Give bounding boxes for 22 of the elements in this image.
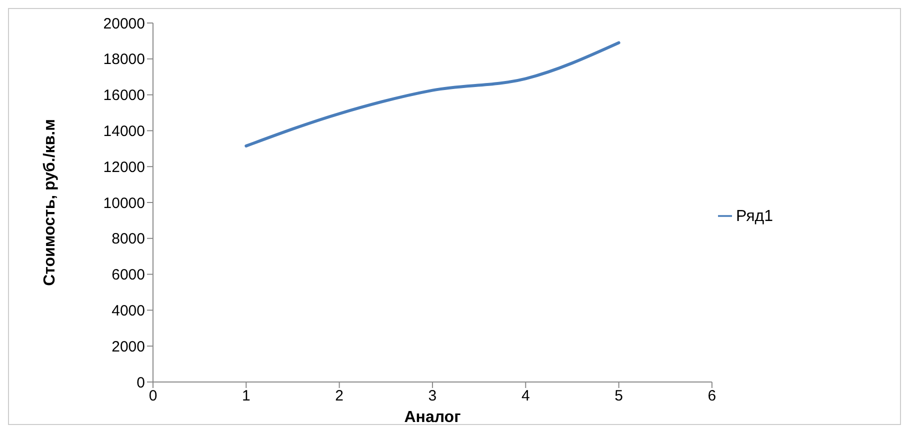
y-tick-label: 8000: [112, 230, 145, 248]
line-series: [244, 41, 620, 148]
y-tick-label: 10000: [103, 194, 145, 212]
y-tick-label: 6000: [112, 266, 145, 284]
y-tick-label: 18000: [103, 51, 145, 68]
y-tick-label: 12000: [103, 158, 145, 176]
x-tick-label: 5: [614, 388, 623, 405]
x-tick-label: 6: [708, 388, 716, 405]
y-tick-label: 2000: [112, 338, 145, 356]
x-tick-label: 0: [148, 388, 158, 405]
y-tick-label: 14000: [103, 123, 145, 140]
y-tick-label: 20000: [103, 15, 145, 32]
y-tick-label: 0: [136, 374, 145, 392]
x-tick-label: 3: [428, 388, 437, 405]
legend-label: Ряд1: [736, 208, 773, 224]
y-axis-title: Стоимость, руб./кв.м: [42, 119, 59, 286]
y-tick-label: 4000: [112, 302, 145, 320]
y-tick-label: 16000: [103, 87, 145, 104]
x-tick-label: 4: [521, 388, 530, 405]
x-axis-title: Аналог: [404, 409, 462, 426]
x-tick-label: 2: [335, 388, 344, 405]
x-tick-label: 1: [242, 388, 250, 405]
